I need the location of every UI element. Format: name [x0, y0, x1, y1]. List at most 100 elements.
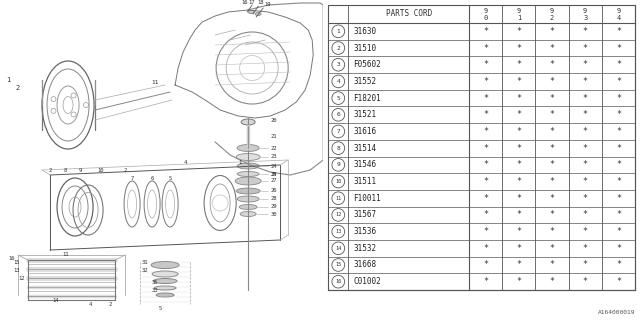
- Text: *: *: [616, 127, 621, 136]
- Text: *: *: [582, 44, 588, 52]
- Text: *: *: [616, 77, 621, 86]
- Ellipse shape: [255, 12, 261, 15]
- Text: 15: 15: [14, 260, 20, 266]
- Text: *: *: [483, 60, 488, 69]
- Text: 3: 3: [337, 62, 340, 67]
- Text: *: *: [516, 110, 522, 119]
- Text: *: *: [516, 127, 522, 136]
- Text: 34: 34: [270, 172, 276, 177]
- Text: *: *: [483, 110, 488, 119]
- Text: *: *: [483, 44, 488, 52]
- Text: *: *: [582, 93, 588, 103]
- Text: *: *: [483, 93, 488, 103]
- Text: 8: 8: [63, 167, 67, 172]
- Text: 24: 24: [270, 164, 276, 169]
- Text: 7: 7: [337, 129, 340, 134]
- Text: *: *: [582, 194, 588, 203]
- Text: *: *: [582, 211, 588, 220]
- Text: 5: 5: [159, 306, 162, 310]
- Text: *: *: [550, 194, 554, 203]
- Text: 12: 12: [335, 212, 341, 217]
- Text: *: *: [483, 211, 488, 220]
- Text: 2: 2: [550, 15, 554, 21]
- Text: *: *: [582, 110, 588, 119]
- Text: *: *: [516, 93, 522, 103]
- Text: 1: 1: [6, 77, 10, 83]
- Text: *: *: [516, 77, 522, 86]
- Text: *: *: [582, 127, 588, 136]
- Text: 0: 0: [483, 15, 488, 21]
- Text: *: *: [550, 211, 554, 220]
- Text: *: *: [550, 93, 554, 103]
- Text: 11: 11: [151, 79, 159, 84]
- Text: 1: 1: [239, 161, 242, 165]
- Text: *: *: [616, 93, 621, 103]
- Text: *: *: [516, 260, 522, 269]
- Text: *: *: [616, 177, 621, 186]
- Ellipse shape: [237, 145, 259, 151]
- Text: 16: 16: [335, 279, 341, 284]
- Text: *: *: [483, 260, 488, 269]
- Text: 27: 27: [270, 179, 276, 183]
- Text: 9: 9: [550, 8, 554, 14]
- Text: *: *: [483, 277, 488, 286]
- Ellipse shape: [153, 278, 177, 284]
- Text: *: *: [582, 27, 588, 36]
- Text: *: *: [516, 277, 522, 286]
- Text: *: *: [582, 277, 588, 286]
- Text: 2: 2: [108, 302, 112, 308]
- Text: 23: 23: [270, 155, 276, 159]
- Text: *: *: [516, 60, 522, 69]
- Text: 3: 3: [583, 15, 588, 21]
- Text: 31532: 31532: [353, 244, 376, 253]
- Text: *: *: [516, 160, 522, 169]
- Ellipse shape: [240, 212, 256, 217]
- Text: 10: 10: [335, 179, 341, 184]
- Text: *: *: [550, 77, 554, 86]
- Text: F18201: F18201: [353, 93, 381, 103]
- Text: *: *: [582, 77, 588, 86]
- Text: 33: 33: [152, 287, 158, 292]
- Text: *: *: [483, 194, 488, 203]
- Text: 31630: 31630: [353, 27, 376, 36]
- Text: 1: 1: [337, 29, 340, 34]
- Text: 4: 4: [616, 15, 621, 21]
- Text: *: *: [582, 177, 588, 186]
- Text: *: *: [483, 127, 488, 136]
- Text: *: *: [516, 244, 522, 253]
- Text: 31546: 31546: [353, 160, 376, 169]
- Ellipse shape: [237, 172, 259, 177]
- Text: 9: 9: [483, 8, 488, 14]
- Text: *: *: [616, 211, 621, 220]
- Ellipse shape: [154, 286, 176, 290]
- Text: C01002: C01002: [353, 277, 381, 286]
- Text: *: *: [616, 27, 621, 36]
- Text: *: *: [483, 227, 488, 236]
- Text: 15: 15: [335, 262, 341, 268]
- Text: 31510: 31510: [353, 44, 376, 52]
- Text: *: *: [616, 144, 621, 153]
- Text: 31567: 31567: [353, 211, 376, 220]
- Text: 17: 17: [248, 1, 255, 5]
- Text: 9: 9: [79, 167, 82, 172]
- Text: 31: 31: [142, 260, 148, 265]
- Text: *: *: [516, 44, 522, 52]
- Text: 2: 2: [49, 167, 52, 172]
- Text: 2: 2: [337, 45, 340, 51]
- Text: 19: 19: [264, 3, 271, 7]
- Text: 13: 13: [335, 229, 341, 234]
- Text: *: *: [616, 244, 621, 253]
- Ellipse shape: [241, 119, 255, 125]
- Text: 6: 6: [337, 112, 340, 117]
- Text: *: *: [616, 194, 621, 203]
- Text: *: *: [582, 244, 588, 253]
- Text: 16: 16: [241, 1, 248, 5]
- Text: *: *: [483, 160, 488, 169]
- Text: 4: 4: [88, 302, 92, 308]
- Bar: [328, 5, 635, 290]
- Text: 7: 7: [131, 175, 134, 180]
- Text: PARTS CORD: PARTS CORD: [385, 10, 432, 19]
- Text: *: *: [616, 160, 621, 169]
- Text: 31536: 31536: [353, 227, 376, 236]
- Text: 31514: 31514: [353, 144, 376, 153]
